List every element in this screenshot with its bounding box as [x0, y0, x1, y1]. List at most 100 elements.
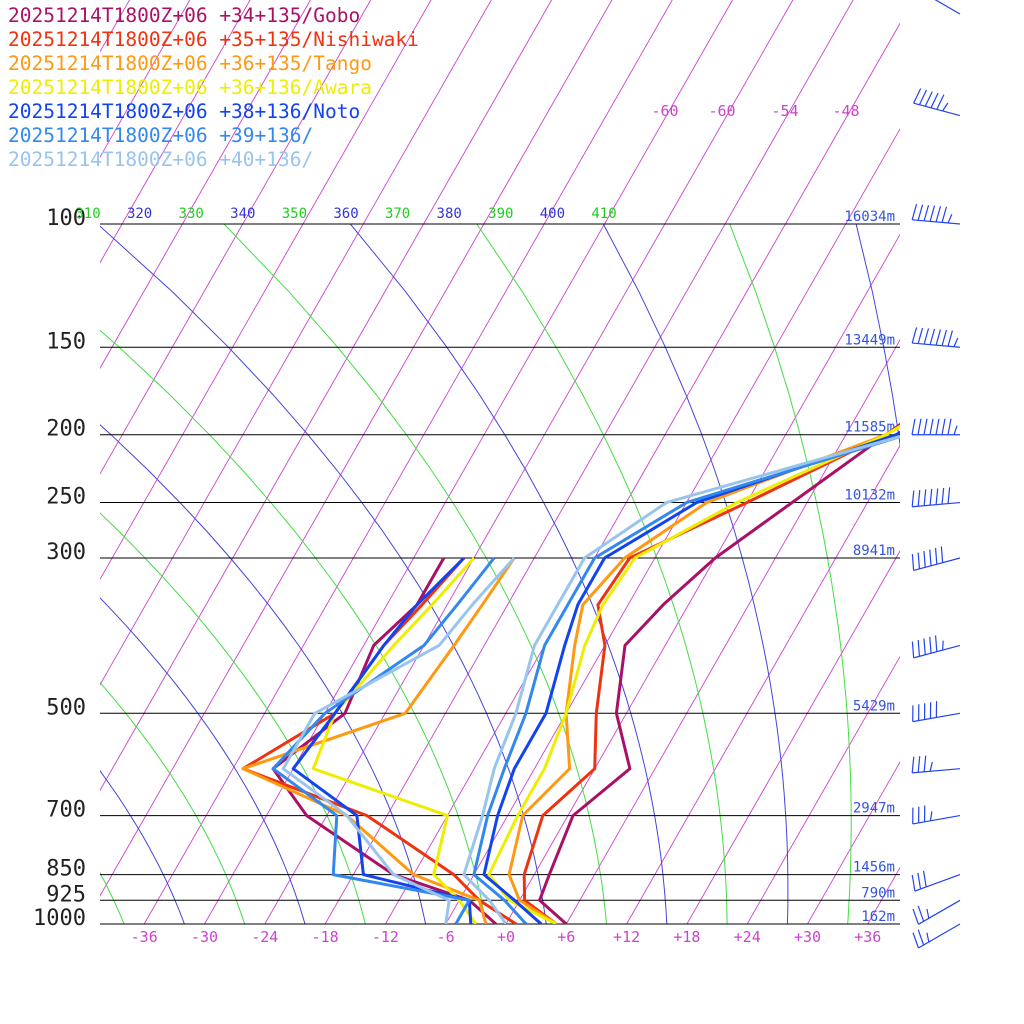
temperature-line — [487, 424, 900, 924]
dewpoint-line — [311, 556, 478, 924]
upper-temperature-label: -60 — [651, 102, 678, 120]
height-label: 162m — [861, 909, 895, 925]
barb-staff — [912, 768, 961, 774]
theta-e-label: 330 — [179, 206, 204, 222]
legend-entry: 20251214T1800Z+06 +38+136/Noto — [8, 100, 361, 123]
barb-feather — [912, 932, 919, 949]
isotherm-line — [746, 655, 900, 924]
barb-feather — [930, 92, 939, 109]
temperature-tick-label: +0 — [497, 928, 515, 946]
barb-feather — [940, 546, 944, 563]
wind-barb — [912, 923, 961, 949]
wind-barb — [911, 870, 961, 892]
legend-entry: 20251214T1800Z+06 +36+135/Tango — [8, 52, 372, 75]
barb-feather — [929, 488, 933, 506]
barb-feather — [912, 908, 919, 925]
wind-barb — [911, 546, 961, 571]
barb-feather — [922, 870, 927, 888]
theta-e-label: 370 — [385, 206, 410, 222]
sounding-series — [241, 422, 900, 924]
barb-feather — [911, 490, 915, 507]
isotherm-line — [100, 0, 191, 159]
barb-staff — [918, 923, 961, 949]
barb-feather — [911, 327, 918, 344]
barb-staff — [913, 644, 961, 659]
temperature-tick-label: -12 — [372, 928, 399, 946]
temperature-tick-label: -18 — [312, 928, 339, 946]
barb-feather — [917, 756, 921, 773]
barb-feather — [934, 547, 938, 565]
barb-feather — [926, 908, 930, 919]
height-label: 11585m — [844, 420, 895, 436]
barb-feather — [917, 552, 921, 569]
wind-barb — [912, 701, 961, 723]
barb-feather — [917, 640, 921, 657]
barb-feather — [923, 638, 926, 655]
legend-entry: 20251214T1800Z+06 +36+136/Awara — [8, 76, 372, 99]
upper-temperature-label: -54 — [771, 102, 798, 120]
dewpoint-line — [271, 557, 496, 924]
isotherm-line — [100, 0, 432, 581]
temperature-tick-label: +18 — [673, 928, 700, 946]
isotherm-grid — [100, 0, 1024, 924]
isotherm-line — [100, 0, 553, 792]
pressure-tick-label: 200 — [46, 417, 86, 442]
height-label: 5429m — [853, 698, 895, 714]
barb-feather — [947, 487, 951, 504]
barb-feather — [935, 488, 939, 505]
height-label: 16034m — [844, 209, 895, 225]
barb-feather — [911, 418, 916, 435]
pressure-tick-label: 700 — [46, 798, 86, 823]
isotherm-line — [988, 0, 1024, 924]
barb-feather — [929, 811, 933, 821]
barb-feather — [917, 327, 924, 344]
temperature-tick-label: +36 — [854, 928, 881, 946]
pressure-tick-label: 250 — [46, 485, 86, 510]
isotherm-line — [100, 0, 372, 475]
theta-e-line — [223, 224, 607, 924]
barb-feather — [947, 214, 953, 224]
barb-feather — [935, 329, 942, 346]
isotherm-line — [100, 0, 311, 370]
theta-e-label: 360 — [333, 206, 358, 222]
barb-feather — [942, 102, 949, 112]
isotherm-line — [565, 339, 900, 924]
temperature-line — [538, 422, 900, 924]
barb-feather — [923, 418, 928, 435]
wind-barb — [911, 487, 961, 508]
barb-feather — [947, 330, 954, 347]
isotherm-line — [100, 0, 613, 897]
isotherm-line — [143, 0, 673, 924]
barb-feather — [942, 640, 944, 651]
height-label: 790m — [861, 885, 895, 901]
height-label: 8941m — [853, 543, 895, 559]
barb-feather — [911, 641, 915, 658]
barb-feather — [929, 549, 932, 566]
height-label: 2947m — [853, 801, 895, 817]
theta-e-line — [855, 224, 900, 448]
barb-feather — [929, 761, 933, 772]
barb-feather — [935, 206, 942, 223]
pressure-tick-label: 850 — [46, 857, 86, 882]
barb-feather — [923, 205, 930, 222]
barb-feather — [941, 329, 948, 346]
barb-feather — [953, 337, 959, 347]
legend-entry: 20251214T1800Z+06 +35+135/Nishiwaki — [8, 28, 419, 51]
barb-staff — [918, 899, 961, 925]
theta-e-label: 310 — [75, 206, 100, 222]
isotherm-line — [100, 0, 131, 53]
theta-e-label: 340 — [230, 206, 255, 222]
temperature-tick-label: -24 — [251, 928, 278, 946]
isotherm-line — [505, 233, 900, 924]
barb-feather — [926, 932, 930, 943]
barb-feather — [929, 636, 932, 654]
wind-barbs — [911, 0, 961, 949]
barb-feather — [911, 203, 918, 220]
legend: 20251214T1800Z+06 +34+135/Gobo 20251214T1… — [8, 4, 419, 172]
temperature-tick-label: -6 — [437, 928, 455, 946]
temperature-tick-label: +30 — [794, 928, 821, 946]
barb-feather — [917, 204, 924, 221]
theta-e-label: 400 — [540, 206, 565, 222]
isotherm-line — [385, 22, 900, 924]
